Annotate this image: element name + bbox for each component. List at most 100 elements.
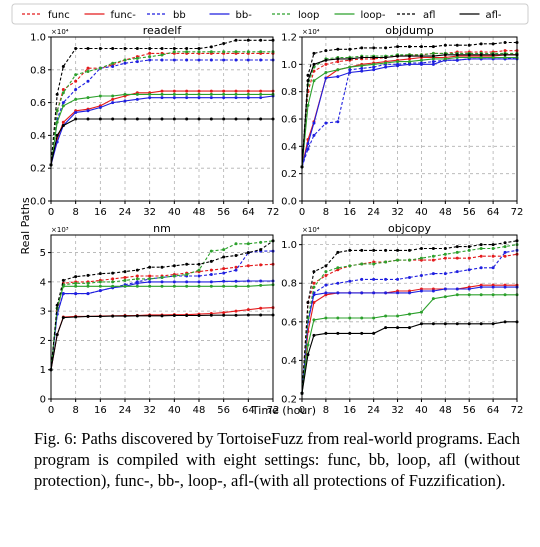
data-point-loop	[209, 50, 213, 54]
y-tick-label: 1	[40, 365, 46, 376]
data-point-bb-	[324, 291, 328, 295]
y-tick-label: 0.0	[30, 197, 46, 208]
data-point-bb-	[61, 292, 65, 296]
data-point-bb	[396, 277, 400, 281]
x-tick-label: 16	[343, 405, 356, 416]
figure-caption: Fig. 6: Paths discovered by TortoiseFuzz…	[34, 429, 520, 490]
series-line-afl	[301, 41, 517, 167]
data-point-afl-	[148, 314, 152, 318]
data-point-bb	[111, 65, 115, 69]
y-tick-label: 0.6	[281, 115, 297, 126]
data-point-afl-	[61, 316, 65, 320]
series-line-func	[50, 52, 273, 165]
series-line-afl-	[50, 118, 273, 166]
data-point-bb-	[348, 291, 352, 295]
data-point-bb-	[348, 71, 352, 75]
data-point-afl-	[396, 326, 400, 330]
legend-label-loop-: loop-	[361, 10, 386, 21]
data-point-loop	[360, 262, 364, 266]
data-point-bb	[443, 272, 447, 276]
data-point-func-	[172, 89, 176, 93]
data-point-bb-	[74, 292, 78, 296]
data-point-loop-	[86, 96, 90, 100]
data-point-loop	[74, 281, 78, 285]
data-point-func	[491, 254, 495, 258]
data-point-loop	[259, 50, 263, 54]
y-tick-label: 0.8	[30, 65, 46, 76]
data-point-func	[123, 275, 127, 279]
data-point-func	[148, 51, 152, 55]
data-point-afl-	[324, 331, 328, 335]
data-point-bb-	[372, 68, 376, 72]
data-point-afl-	[372, 56, 376, 59]
data-point-loop	[86, 69, 90, 73]
series-line-loop	[50, 51, 273, 165]
data-point-afl-	[348, 57, 352, 61]
panel-multiplier: ×10⁴	[51, 28, 69, 36]
data-point-bb-	[246, 96, 250, 100]
data-point-afl-	[222, 313, 226, 317]
data-point-afl-	[503, 53, 507, 57]
data-point-bb	[372, 277, 376, 281]
x-tick-label: 40	[415, 207, 428, 218]
data-point-bb	[467, 268, 471, 272]
data-point-bb	[431, 272, 435, 276]
legend-label-afl: afl	[423, 10, 435, 21]
data-point-loop	[503, 245, 507, 249]
x-tick-label: 40	[168, 405, 181, 416]
data-point-bb-	[197, 96, 201, 100]
data-point-bb-	[372, 291, 376, 295]
data-point-bb	[234, 58, 238, 62]
y-tick-label: 0.4	[281, 142, 297, 153]
panel-readelf: 0 8 16 24 32 40 48 56 64 72 0.0 0.2 0.4 0.6 0.8 1.0 read…	[30, 24, 279, 218]
legend-label-func: func	[48, 10, 70, 21]
data-point-loop-	[135, 92, 139, 96]
data-point-afl-	[306, 353, 310, 357]
data-point-loop-	[419, 310, 423, 314]
data-point-afl	[419, 45, 423, 49]
data-point-bb-	[306, 142, 310, 146]
data-point-bb	[74, 87, 78, 91]
x-tick-label: 24	[119, 207, 132, 218]
data-point-bb-	[148, 96, 152, 100]
data-point-loop-	[197, 284, 201, 288]
legend-label-func-: func-	[111, 10, 137, 21]
data-point-loop-	[246, 92, 250, 96]
y-tick-label: 0.2	[30, 164, 46, 175]
data-point-afl-	[455, 53, 459, 57]
data-point-loop-	[306, 103, 310, 107]
data-point-afl-	[431, 54, 435, 58]
data-point-bb-	[172, 280, 176, 284]
data-point-afl	[123, 270, 127, 274]
x-tick-label: 56	[217, 405, 230, 416]
data-point-func-	[197, 89, 201, 93]
data-point-bb-	[396, 291, 400, 295]
data-point-loop-	[259, 92, 263, 96]
data-point-func	[312, 281, 316, 285]
data-point-loop	[246, 50, 250, 54]
legend-label-afl-: afl-	[486, 10, 502, 21]
data-point-afl	[185, 262, 189, 266]
data-point-afl	[86, 273, 90, 277]
series-line-bb	[50, 59, 273, 165]
data-point-afl	[61, 278, 65, 282]
data-point-afl-	[160, 314, 164, 318]
data-point-loop	[135, 277, 139, 281]
data-point-loop	[467, 248, 471, 252]
x-tick-label: 48	[193, 207, 206, 218]
data-point-bb-	[246, 279, 250, 283]
data-point-loop	[222, 248, 226, 252]
panel-multiplier: ×10³	[51, 226, 69, 234]
data-point-bb	[209, 58, 213, 62]
data-point-loop-	[74, 97, 78, 101]
data-point-afl	[503, 40, 507, 44]
data-point-func-	[222, 89, 226, 93]
series-line-bb	[301, 56, 518, 167]
data-point-afl-	[160, 117, 164, 121]
data-point-afl	[384, 248, 388, 252]
data-point-loop-	[467, 293, 471, 297]
data-point-afl	[74, 275, 78, 279]
data-point-bb-	[360, 291, 364, 295]
y-tick-label: 0.8	[281, 279, 297, 290]
data-point-bb-	[160, 96, 164, 100]
